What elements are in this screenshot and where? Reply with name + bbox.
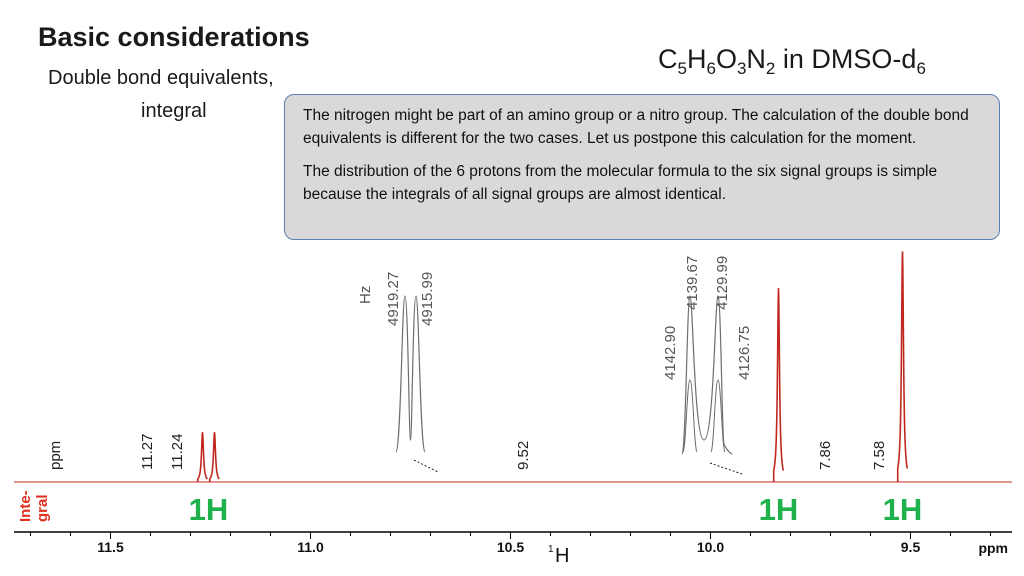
slide-subtitle: Double bond equivalents, integral <box>48 62 274 128</box>
hz-unit-label: Hz <box>357 286 374 304</box>
ppm-unit-label: ppm <box>47 441 64 470</box>
integral-label-1: 1H <box>759 492 799 527</box>
formula-n-count: 2 <box>765 59 776 78</box>
expansion-2-hz-2: 4129.99 <box>714 256 731 310</box>
expansion-2-hz-1: 4139.67 <box>684 256 701 310</box>
peak-label-7-86: 7.86 <box>817 441 834 470</box>
expansion-2-pointer <box>709 462 743 475</box>
subtitle-line-2: integral <box>141 100 207 122</box>
expansion-1-hz-0: 4919.27 <box>385 272 402 326</box>
molecular-formula: C5H6O3N2 in DMSO-d6 <box>658 44 926 79</box>
subtitle-line-1: Double bond equivalents, <box>48 67 274 89</box>
formula-n: N <box>746 44 766 74</box>
note-paragraph-2: The distribution of the 6 protons from t… <box>303 163 938 203</box>
nucleus-symbol: H <box>555 545 569 567</box>
explanation-note: The nitrogen might be part of an amino g… <box>284 94 1000 240</box>
nucleus-mass-number: 1 <box>548 544 554 555</box>
expansion-doublet-1 <box>395 295 426 453</box>
formula-h-count: 6 <box>706 59 716 78</box>
note-paragraph-1: The nitrogen might be part of an amino g… <box>303 107 969 147</box>
integral-label-2: 1H <box>883 492 923 527</box>
formula-c-count: 5 <box>677 59 687 78</box>
formula-solvent-count: 6 <box>916 59 926 78</box>
integral-row-label-1: Inte- <box>17 490 34 522</box>
expansion-1-pointer <box>413 459 439 473</box>
x-axis-unit: ppm <box>978 540 1008 556</box>
expansion-2-hz-3: 4126.75 <box>736 326 753 380</box>
x-tick-label-10-0: 10.0 <box>697 539 724 555</box>
spectrum-peak-0 <box>196 432 208 482</box>
x-tick-label-11-0: 11.0 <box>297 539 324 555</box>
peak-label-11-27: 11.27 <box>139 434 156 470</box>
x-tick-label-11-5: 11.5 <box>97 539 124 555</box>
formula-c: C <box>658 44 678 74</box>
x-tick-label-9-5: 9.5 <box>901 539 921 555</box>
peak-label-9-52: 9.52 <box>515 441 532 470</box>
spectrum-peak-3 <box>896 251 909 482</box>
expansion-dd-2-inner <box>682 379 726 453</box>
expansion-2-hz-0: 4142.90 <box>662 326 679 380</box>
peak-label-11-24: 11.24 <box>169 434 186 470</box>
x-tick-label-10-5: 10.5 <box>497 539 524 555</box>
formula-solvent: in DMSO-d <box>782 44 917 74</box>
expansion-dd-2 <box>681 295 733 455</box>
formula-h: H <box>686 44 707 74</box>
expansion-1-hz-1: 4915.99 <box>419 272 436 326</box>
spectrum-peak-1 <box>208 432 220 482</box>
integral-row-label-2: gral <box>34 494 51 522</box>
formula-o-count: 3 <box>736 59 747 78</box>
slide-title: Basic considerations <box>38 22 310 52</box>
formula-o: O <box>715 44 737 74</box>
peak-label-7-58: 7.58 <box>871 441 888 470</box>
spectrum-peak-2 <box>772 288 785 482</box>
integral-label-0: 1H <box>189 492 229 527</box>
